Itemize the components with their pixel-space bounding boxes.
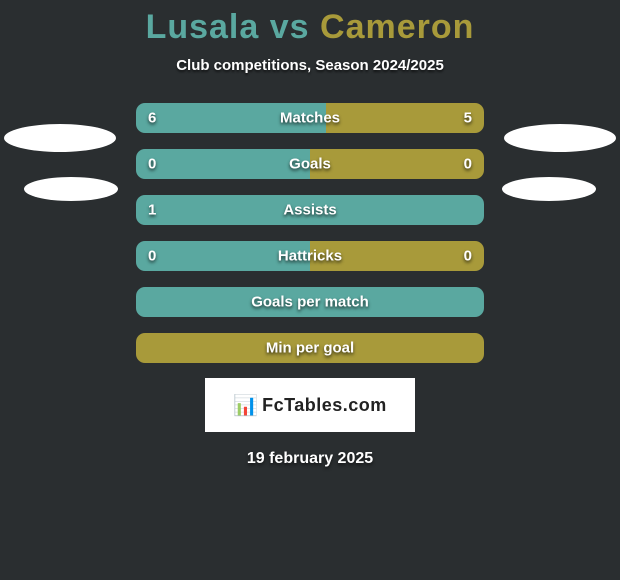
- stat-row: 00Goals: [135, 148, 485, 180]
- subtitle: Club competitions, Season 2024/2025: [0, 57, 620, 74]
- stat-fill-left: [136, 241, 310, 271]
- stat-fill-left: [136, 103, 326, 133]
- stat-value-right: 0: [464, 248, 472, 265]
- stat-row: Goals per match: [135, 286, 485, 318]
- stat-fill-left: [136, 287, 484, 317]
- player-1-name: Lusala: [146, 8, 260, 46]
- stat-fill-left: [136, 149, 310, 179]
- stat-value-left: 6: [148, 110, 156, 127]
- player-2-name: Cameron: [320, 8, 474, 46]
- decorative-ellipse: [502, 177, 596, 201]
- stat-rows: 65Matches00Goals1Assists00HattricksGoals…: [135, 102, 485, 364]
- stat-row: 65Matches: [135, 102, 485, 134]
- stat-fill-right: [310, 149, 484, 179]
- stat-row: Min per goal: [135, 332, 485, 364]
- stat-fill-left: [136, 195, 484, 225]
- comparison-panel: Lusala vs Cameron Club competitions, Sea…: [0, 0, 620, 468]
- stat-value-left: 0: [148, 248, 156, 265]
- page-title: Lusala vs Cameron: [0, 8, 620, 47]
- stat-fill-right: [310, 241, 484, 271]
- stat-value-right: 0: [464, 156, 472, 173]
- brand-box: 📊 FcTables.com: [205, 378, 415, 432]
- stat-fill-right: [136, 333, 484, 363]
- date-label: 19 february 2025: [0, 450, 620, 468]
- brand-text: FcTables.com: [262, 395, 387, 416]
- stat-value-right: 5: [464, 110, 472, 127]
- stat-row: 00Hattricks: [135, 240, 485, 272]
- stat-value-left: 0: [148, 156, 156, 173]
- vs-separator: vs: [270, 8, 310, 46]
- brand-icon: 📊: [233, 393, 258, 418]
- decorative-ellipse: [504, 124, 616, 152]
- decorative-ellipse: [4, 124, 116, 152]
- stat-row: 1Assists: [135, 194, 485, 226]
- decorative-ellipse: [24, 177, 118, 201]
- stat-value-left: 1: [148, 202, 156, 219]
- stat-fill-right: [326, 103, 484, 133]
